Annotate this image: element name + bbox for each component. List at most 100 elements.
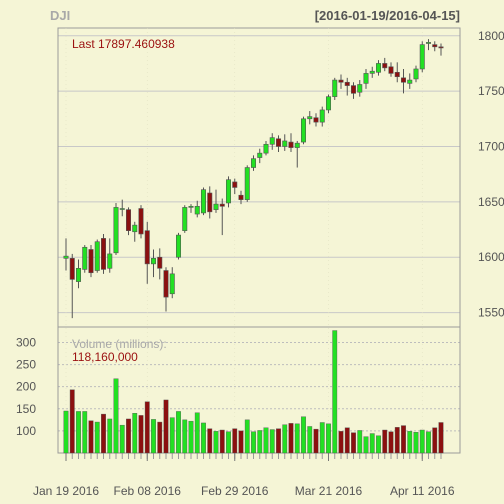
candle-body (201, 189, 207, 214)
volume-bar (226, 431, 231, 454)
candle-body (332, 79, 338, 97)
price-tick-label: 1600 (478, 250, 504, 264)
x-tick-label: Jan 19 2016 (33, 484, 99, 498)
candle-body (275, 138, 281, 147)
candle-body (119, 208, 125, 210)
candle-body (432, 44, 438, 48)
candle-body (419, 44, 425, 70)
volume-bar (251, 431, 256, 454)
x-tick-label: Feb 08 2016 (114, 484, 182, 498)
candle-body (82, 246, 88, 270)
candle-body (182, 207, 188, 231)
volume-axis: 100 150 200 250 300 (16, 335, 36, 437)
volume-bar (363, 436, 369, 454)
candle-body (157, 256, 163, 269)
volume-bar (69, 389, 75, 454)
x-tick-label: Mar 21 2016 (295, 484, 363, 498)
volume-bar (144, 401, 150, 454)
volume-bar (338, 431, 344, 454)
volume-bar (407, 431, 413, 454)
candle-body (350, 85, 356, 94)
volume-tick-label: 250 (16, 358, 36, 372)
volume-bar (344, 427, 350, 454)
candle-body (388, 66, 394, 74)
candle-body (288, 141, 294, 148)
volume-bar (94, 421, 100, 454)
volume-bar (182, 419, 188, 454)
volume-bar (82, 411, 88, 454)
volume-tick-label: 300 (16, 335, 36, 349)
volume-bar (132, 413, 138, 454)
volume-bars (63, 330, 444, 454)
volume-bar (357, 430, 363, 454)
volume-bar (63, 410, 69, 454)
price-tick-label: 1750 (478, 84, 504, 98)
candle-body (294, 142, 300, 148)
candle-body (400, 77, 406, 83)
volume-label: Volume (millions): (72, 337, 167, 351)
volume-bar (438, 422, 444, 454)
volume-bar (151, 419, 156, 454)
candle-body (113, 207, 119, 254)
candle-body (151, 258, 157, 265)
candle-body (300, 118, 306, 143)
candle-body (107, 253, 113, 269)
volume-bar (376, 435, 381, 454)
candle-body (101, 238, 107, 270)
volume-bar (238, 430, 244, 454)
candle-body (382, 63, 388, 69)
volume-bar (76, 411, 81, 454)
volume-bar (188, 420, 194, 454)
volume-bar (244, 419, 250, 454)
volume-tick-label: 150 (16, 402, 36, 416)
volume-bar (101, 413, 106, 454)
last-price-label: Last 17897.460938 (72, 37, 175, 51)
volume-bar (232, 428, 238, 454)
volume-bar (401, 425, 406, 454)
candle-body (88, 249, 94, 274)
volume-tick-label: 100 (16, 424, 36, 438)
candle-body (363, 73, 369, 84)
volume-bar (426, 431, 431, 454)
candle-body (232, 181, 238, 188)
candle-body (357, 84, 363, 93)
symbol-title: DJI (50, 8, 70, 23)
price-tick-label: 1550 (478, 306, 504, 320)
volume-bar (201, 422, 206, 454)
candle-body (325, 96, 331, 111)
candle-body (407, 79, 413, 84)
volume-bar (88, 420, 94, 454)
volume-bar (382, 429, 388, 454)
volume-bar (419, 429, 425, 454)
candle-body (319, 109, 325, 123)
x-tick-label: Apr 11 2016 (390, 484, 455, 498)
candle-body (126, 209, 132, 231)
volume-bar (269, 429, 275, 454)
candle-body (169, 273, 175, 295)
volume-bar (394, 427, 400, 454)
price-tick-label: 1650 (478, 195, 504, 209)
candles (63, 39, 444, 319)
volume-bar (288, 423, 294, 454)
candle-body (144, 230, 150, 265)
candle-body (438, 46, 444, 49)
price-tick-label: 1800 (478, 29, 504, 43)
volume-bar (307, 426, 313, 454)
candle-body (269, 137, 275, 145)
candle-body (138, 208, 144, 235)
volume-bar (294, 423, 300, 454)
volume-bar (413, 432, 419, 454)
volume-bar (301, 416, 306, 454)
candle-body (132, 224, 138, 233)
volume-bar (126, 418, 131, 454)
candle-body (163, 270, 169, 298)
candle-body (63, 255, 69, 259)
volume-bar (169, 417, 175, 454)
candle-body (369, 70, 375, 74)
candle-body (94, 241, 100, 271)
date-range: [2016-01-19/2016-04-15] (315, 8, 460, 23)
candle-body (344, 81, 350, 86)
volume-bar (332, 330, 338, 454)
